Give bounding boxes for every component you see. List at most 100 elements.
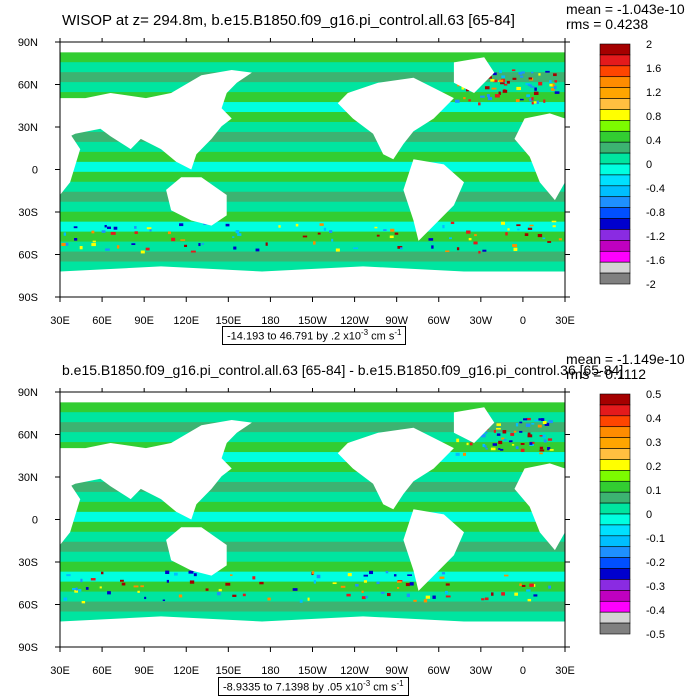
noise-cell: [491, 592, 494, 596]
colorbar-cell: [599, 404, 631, 417]
noise-cell: [100, 571, 104, 575]
noise-cell: [493, 429, 496, 433]
noise-cell: [513, 247, 518, 252]
colorbar-cell: [599, 480, 631, 493]
noise-cell: [478, 102, 481, 106]
noise-cell: [469, 442, 473, 446]
noise-cell: [552, 225, 556, 228]
ocean-band: [60, 231, 565, 243]
noise-cell: [216, 592, 221, 596]
colorbar-cell: [599, 185, 631, 198]
noise-cell: [313, 241, 316, 245]
colorbar-cell: [599, 622, 631, 635]
ocean-band: [60, 72, 565, 83]
noise-cell: [490, 447, 496, 451]
noise-cell: [193, 573, 197, 577]
noise-cell: [389, 235, 394, 239]
noise-cell: [529, 583, 534, 587]
noise-cell: [539, 449, 545, 452]
noise-cell: [73, 226, 78, 229]
noise-cell: [554, 91, 560, 94]
noise-cell: [319, 223, 324, 226]
noise-cell: [525, 423, 531, 427]
noise-cell: [517, 228, 520, 231]
colorbar-cell: [599, 229, 631, 241]
colorbar-cell: [599, 207, 631, 219]
noise-cell: [549, 449, 554, 451]
range-text: -8.9335 to 7.1398 by .05 x10: [223, 681, 364, 694]
x-tick-label: 150E: [215, 665, 241, 677]
rms-readout: rms = 0.4238: [566, 16, 649, 32]
x-tick-label: 60E: [92, 665, 112, 677]
noise-cell: [505, 232, 508, 236]
noise-cell: [259, 581, 264, 585]
noise-cell: [466, 442, 469, 446]
noise-cell: [538, 418, 544, 421]
noise-cell: [468, 99, 471, 102]
noise-cell: [490, 79, 495, 82]
noise-cell: [340, 585, 346, 588]
ocean-field: [60, 52, 565, 272]
noise-cell: [442, 224, 445, 229]
noise-cell: [521, 71, 525, 74]
noise-cell: [72, 588, 77, 591]
noise-cell: [558, 238, 562, 241]
ocean-band: [60, 171, 565, 183]
range-exponent: -3: [363, 679, 371, 688]
y-tick-label: 0: [32, 165, 38, 177]
ocean-band: [60, 591, 565, 603]
noise-cell: [515, 423, 519, 427]
colorbar-cell: [599, 54, 631, 67]
noise-cell: [533, 91, 539, 95]
noise-cell: [237, 233, 242, 236]
x-tick-label: 30E: [555, 665, 575, 677]
noise-cell: [450, 221, 455, 225]
range-text: -14.193 to 46.791 by .2 x10: [227, 330, 361, 343]
noise-cell: [527, 598, 532, 602]
noise-cell: [542, 434, 546, 439]
ocean-band: [60, 412, 565, 423]
x-tick-label: 30E: [50, 315, 70, 327]
noise-cell: [299, 599, 303, 603]
colorbar-cell: [599, 426, 631, 438]
noise-cell: [526, 94, 531, 97]
ocean-band: [60, 161, 565, 173]
land-area: [166, 527, 227, 576]
plot-title: b.e15.B1850.f09_g16.pi_control.all.63 [6…: [62, 362, 624, 378]
noise-cell: [406, 593, 410, 598]
noise-cell: [481, 598, 485, 601]
noise-cell: [376, 581, 380, 585]
noise-cell: [74, 238, 78, 241]
noise-cell: [174, 572, 178, 576]
noise-cell: [455, 452, 460, 456]
noise-cell: [201, 243, 204, 245]
noise-cell: [498, 91, 501, 95]
colorbar-label: -2: [646, 279, 656, 291]
rms-readout: rms = 0.1112: [566, 366, 647, 382]
noise-cell: [167, 231, 171, 235]
noise-cell: [346, 593, 351, 597]
y-tick-label: 30N: [18, 122, 38, 134]
noise-cell: [503, 439, 507, 441]
noise-cell: [498, 440, 503, 445]
colorbar-cell: [599, 65, 631, 78]
noise-cell: [484, 597, 489, 601]
noise-cell: [137, 590, 140, 593]
x-tick-label: 90E: [134, 665, 154, 677]
colorbar-cell: [599, 437, 631, 449]
contour-range-label: -14.193 to 46.791 by .2 x10-3 cm s-1: [222, 326, 407, 345]
colorbar-cell: [599, 513, 631, 526]
noise-cell: [486, 94, 491, 98]
noise-cell: [107, 591, 111, 595]
ocean-band: [60, 531, 565, 543]
noise-cell: [149, 228, 152, 232]
noise-cell: [441, 572, 446, 575]
y-tick-label: 0: [32, 515, 38, 527]
noise-cell: [456, 247, 460, 251]
noise-cell: [544, 422, 550, 426]
noise-cell: [527, 434, 533, 438]
colorbar-cell: [599, 141, 631, 154]
noise-cell: [478, 250, 481, 254]
ocean-band: [60, 601, 565, 613]
noise-cell: [165, 570, 170, 574]
